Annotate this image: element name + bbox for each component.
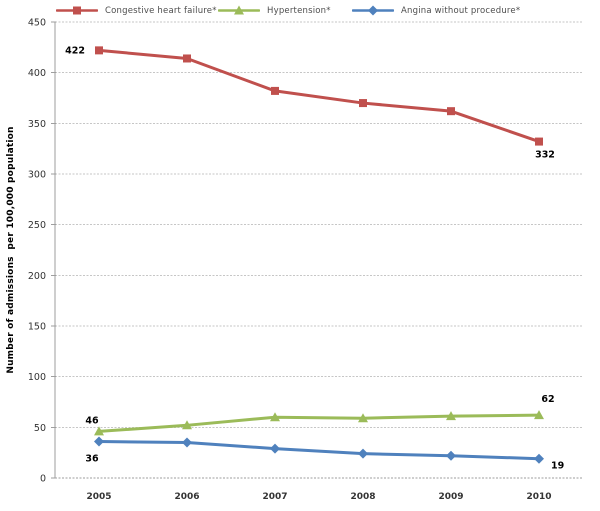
marker-diamond-icon (94, 436, 104, 447)
marker-diamond-icon (358, 448, 368, 459)
legend-sample-svg (352, 5, 394, 16)
y-tick-label: 100 (28, 372, 46, 383)
legend-label: Angina without procedure* (401, 5, 521, 16)
series-line-congestive-heart-failure (97, 48, 541, 144)
marker-diamond-icon (182, 437, 192, 448)
x-tick-label: 2010 (526, 492, 551, 502)
legend-sample-svg (218, 5, 260, 15)
legend-label: Congestive heart failure* (105, 5, 217, 16)
marker-diamond-icon (534, 453, 544, 464)
legend-sample-svg (56, 6, 98, 15)
y-axis-title: Number of admissions per 100,000 populat… (6, 126, 16, 374)
data-point-label: 332 (535, 150, 555, 161)
marker-square-icon (95, 46, 103, 55)
data-point-label: 422 (65, 45, 85, 56)
marker-triangle-icon (358, 413, 368, 423)
y-tick-label: 250 (28, 220, 46, 231)
y-tick-label: 150 (28, 322, 46, 333)
x-tick-label: 2005 (86, 492, 111, 502)
y-tick-label: 50 (34, 423, 46, 434)
y-tick-label: 350 (28, 119, 46, 130)
marker-triangle-icon (234, 5, 244, 15)
data-point-label: 46 (85, 415, 99, 426)
series-line-hypertension (97, 413, 541, 433)
y-tick-label: 0 (40, 474, 46, 485)
marker-square-icon (535, 137, 543, 146)
marker-triangle-icon (446, 411, 456, 421)
data-point-label: 19 (551, 461, 564, 472)
marker-diamond-icon (368, 5, 378, 16)
x-tick-label: 2007 (262, 492, 287, 502)
legend-item-congestive-heart-failure: Congestive heart failure* (56, 3, 217, 18)
chart-legend: Congestive heart failure* Hypertension* … (0, 0, 600, 20)
marker-triangle-icon (270, 412, 280, 422)
y-tick-label: 200 (28, 271, 46, 282)
x-tick-label: 2009 (438, 492, 463, 502)
legend-item-hypertension: Hypertension* (218, 3, 331, 18)
marker-square-icon (271, 86, 279, 95)
marker-triangle-icon (534, 410, 544, 420)
x-tick-label: 2008 (350, 492, 375, 502)
marker-square-icon (447, 107, 455, 116)
marker-square-icon (73, 6, 81, 15)
x-tick-label: 2006 (174, 492, 199, 502)
legend-label: Hypertension* (267, 5, 331, 16)
marker-diamond-icon (446, 450, 456, 461)
y-tick-label: 400 (28, 68, 46, 79)
y-tick-label: 300 (28, 170, 46, 181)
data-point-label: 62 (541, 394, 554, 405)
marker-square-icon (359, 99, 367, 108)
marker-triangle-icon (182, 420, 192, 430)
marker-diamond-icon (270, 443, 280, 454)
legend-line-triangle-icon (218, 4, 260, 17)
legend-item-angina-without-procedure: Angina without procedure* (352, 3, 520, 18)
y-tick-label: 450 (28, 18, 46, 29)
series-line-angina-without-procedure (97, 440, 541, 461)
legend-line-square-icon (56, 4, 98, 17)
marker-triangle-icon (94, 426, 104, 436)
data-point-label: 36 (85, 454, 99, 465)
legend-line-diamond-icon (352, 4, 394, 17)
marker-square-icon (183, 54, 191, 63)
